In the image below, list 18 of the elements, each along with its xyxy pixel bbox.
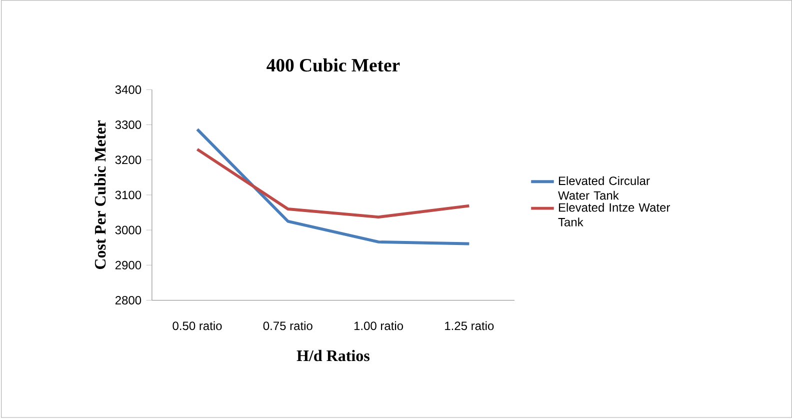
chart-title: 400 Cubic Meter bbox=[266, 58, 400, 72]
line-series bbox=[196, 128, 471, 246]
x-tick-label: 1.00 ratio bbox=[354, 321, 404, 330]
y-tick-label: 3200 bbox=[115, 156, 142, 164]
y-tick-label: 3300 bbox=[115, 120, 142, 130]
x-tick-label: 0.75 ratio bbox=[263, 321, 312, 330]
y-tick-label: 3400 bbox=[115, 85, 142, 94]
y-tick-label: 3100 bbox=[115, 190, 142, 200]
legend-label: Elevated Circular Water Tank bbox=[558, 176, 650, 200]
x-tick-label: 0.50 ratio bbox=[172, 321, 222, 330]
y-tick-label: 2900 bbox=[115, 260, 142, 270]
x-axis-title: H/d Ratios bbox=[296, 350, 370, 362]
y-tick-label: 2800 bbox=[115, 296, 142, 305]
line-series bbox=[196, 148, 471, 219]
legend-label: Elevated Intze Water Tank bbox=[558, 202, 670, 226]
x-tick-label: 1.25 ratio bbox=[445, 321, 494, 330]
y-axis-title: Cost Per Cubic Meter bbox=[94, 120, 106, 270]
y-tick-label: 3000 bbox=[115, 226, 142, 234]
